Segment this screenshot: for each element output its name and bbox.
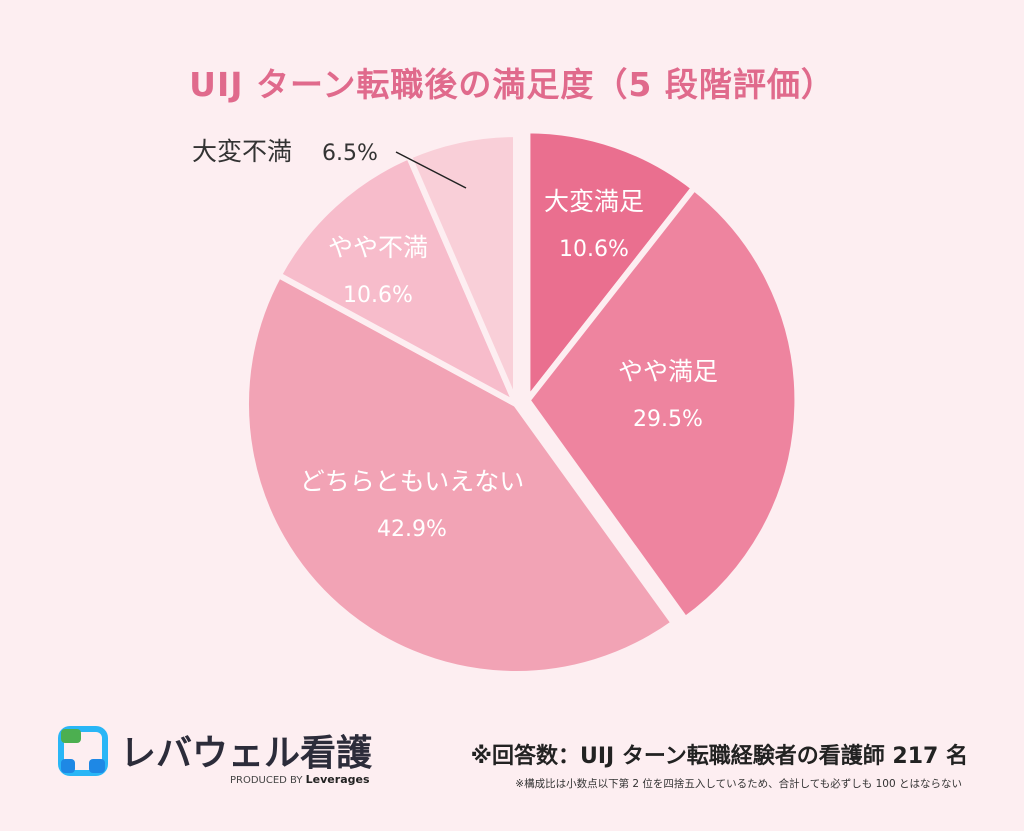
brand-logo: レバウェル看護 PRODUCED BY Leverages [58,722,388,792]
slice-label: 大変満足 [544,187,644,216]
slice-value-label: 42.9% [377,517,447,542]
pie-slice [524,184,801,623]
respondents-note: ※回答数：UIJ ターン転職経験者の看護師 217 名 [470,744,968,769]
pie-slice [524,127,698,404]
slice-value-label: 29.5% [633,407,703,432]
leader-line [395,151,467,189]
brand-mark-icon [58,726,108,776]
company-name: Leverages [305,773,370,786]
chart-title: UIJ ターン転職後の満足度（5 段階評価） [189,65,835,104]
slice-value-label: 10.6% [343,283,413,308]
slice-label: やや満足 [618,357,718,386]
brand-name: レバウェル看護 [120,733,373,774]
slice-label: どちらともいえない [300,467,525,496]
slice-label: やや不満 [328,233,428,262]
brand-tagline: PRODUCED BY Leverages [230,773,370,786]
slice-value-label: 6.5% [322,141,378,166]
pie-slice [243,272,677,677]
slice-value-label: 10.6% [559,237,629,262]
produced-by-label: PRODUCED BY [230,775,303,786]
rounding-note: ※構成比は小数点以下第 2 位を四捨五入しているため、合計しても必ずしも 100… [515,778,962,790]
pie-slice [405,131,519,407]
slice-label: 大変不満 [192,137,292,166]
pie-slice [275,153,519,407]
